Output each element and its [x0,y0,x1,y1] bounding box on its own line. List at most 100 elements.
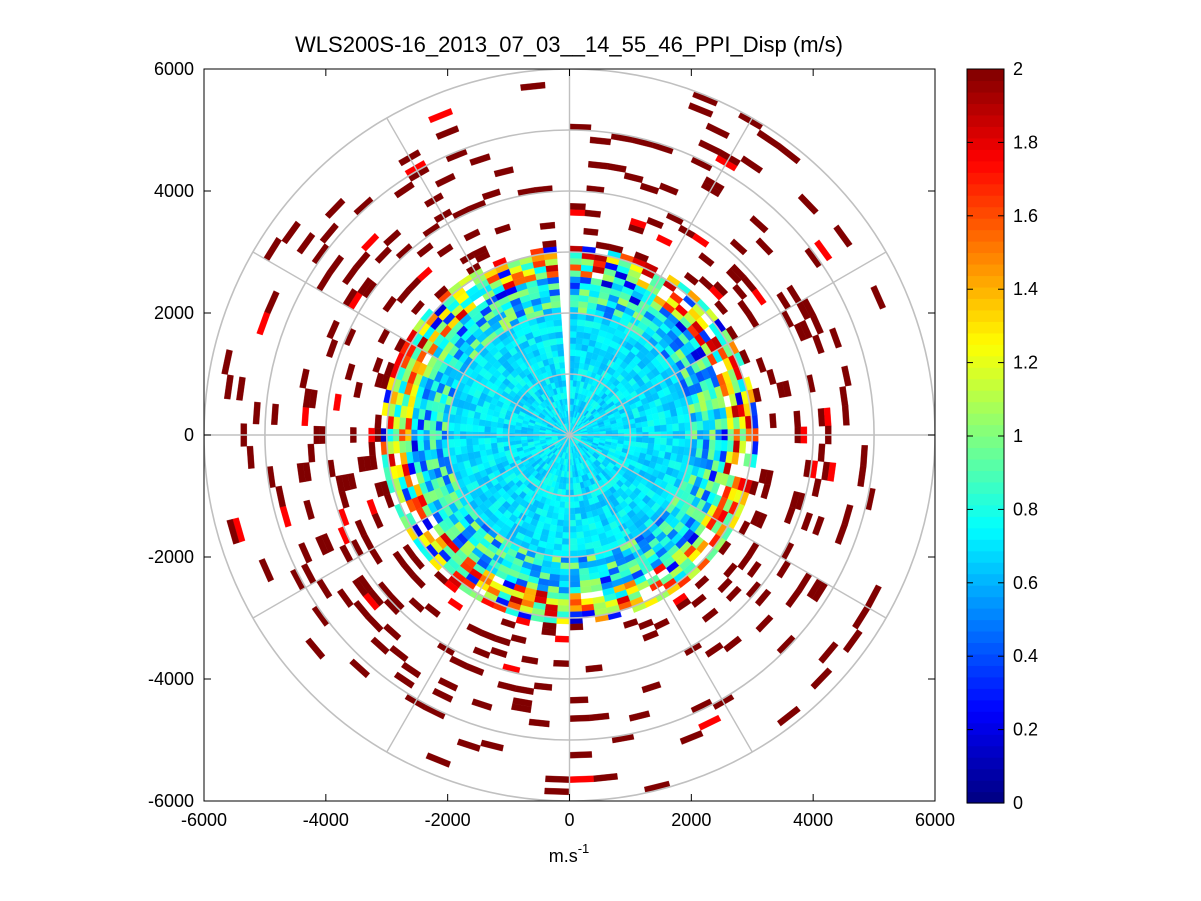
ppi-cell [555,337,564,345]
ppi-cell [316,578,333,599]
ppi-cell [435,439,443,450]
colorbar-tick-label: 0.6 [1013,573,1038,593]
ppi-cell [754,588,772,607]
ppi-cell [578,300,589,309]
ppi-cell [737,299,752,316]
colorbar-level [967,481,1004,494]
ppi-cell [561,544,570,552]
x-tick-label: 2000 [671,810,711,830]
ppi-cell [569,264,582,271]
ppi-cell [533,682,553,691]
ppi-cell [404,440,413,453]
ppi-cell [478,425,485,433]
ppi-cell [678,438,686,448]
ppi-cell [428,108,454,124]
ppi-cell [796,572,813,593]
ppi-cell [460,445,468,455]
ppi-cell [557,513,565,521]
colorbar-level [967,676,1004,689]
ppi-cell [810,314,824,335]
ppi-cell [606,162,627,173]
ppi-cell [336,588,354,608]
ppi-cell [326,254,345,275]
colorbar-level [967,137,1004,150]
colorbar-level [967,757,1004,770]
ppi-cell [374,414,382,429]
ppi-cell [672,438,680,447]
ppi-cell [569,282,581,290]
ppi-cell [569,623,584,631]
colorbar-level [967,550,1004,563]
ppi-cell [410,300,425,316]
ppi-cell [660,438,668,446]
ppi-cell [416,242,434,258]
y-tick-label: -2000 [148,547,194,567]
ppi-cell [557,605,570,613]
ppi-cell [554,531,563,539]
ppi-cell [466,416,474,425]
colorbar-level [967,91,1004,105]
ppi-cell [588,712,610,722]
ppi-cell [303,499,315,521]
ppi-cell [732,416,741,430]
y-tick-label: 0 [184,425,194,445]
ppi-cell [549,567,561,576]
ppi-cell [354,519,368,537]
ppi-cell [588,161,608,170]
ppi-cell [339,544,354,564]
ppi-cell [688,102,714,118]
ppi-cell [671,415,679,425]
ppi-cell [698,139,722,156]
ppi-cell [558,507,565,515]
ppi-cell [760,483,771,500]
ppi-cell [311,243,330,265]
colorbar-level [967,332,1004,345]
colorbar-level [967,447,1004,460]
ppi-cell [553,543,563,551]
ppi-cell [315,535,329,556]
ppi-cell [841,405,850,426]
ppi-cell [569,361,575,369]
ppi-cell [569,325,578,332]
ppi-cell [569,349,576,357]
ppi-cell [569,520,577,527]
ppi-cell [656,234,673,247]
ppi-cell [675,597,692,612]
ppi-cell [472,444,480,453]
ppi-cell [569,580,581,588]
ppi-cell [264,290,280,315]
ppi-cell [829,327,842,349]
ppi-cell [307,443,316,463]
colorbar-level [967,149,1004,162]
ppi-cell [382,295,397,313]
ppi-cell [226,518,240,545]
colorbar-level [967,355,1004,368]
ppi-cell [558,580,570,588]
colorbar-level [967,722,1004,735]
ppi-cell [741,275,757,293]
ppi-cell [459,423,467,432]
ppi-cell [553,659,570,667]
ppi-cell [755,237,774,256]
ppi-cell [301,563,317,585]
colorbar-tick-label: 0.8 [1013,499,1038,519]
ppi-cell [557,349,565,357]
ppi-cell [785,588,803,608]
ppi-cell [569,562,580,570]
ppi-cell [576,319,586,327]
ppi-cell [484,437,491,445]
colorbar-level [967,768,1004,781]
ppi-cell [786,284,802,305]
ppi-cell [554,331,563,339]
ppi-cell [665,416,673,425]
ppi-cell [569,593,582,600]
ppi-cell [679,730,704,745]
ppi-cell [408,597,425,613]
colorbar-level [967,436,1004,449]
ppi-cell [623,618,639,629]
colorbar-level [967,252,1004,265]
colorbar-tick-label: 0.4 [1013,646,1038,666]
ppi-cell [514,436,522,441]
ppi-cell [555,525,564,533]
ppi-cell [575,337,584,345]
